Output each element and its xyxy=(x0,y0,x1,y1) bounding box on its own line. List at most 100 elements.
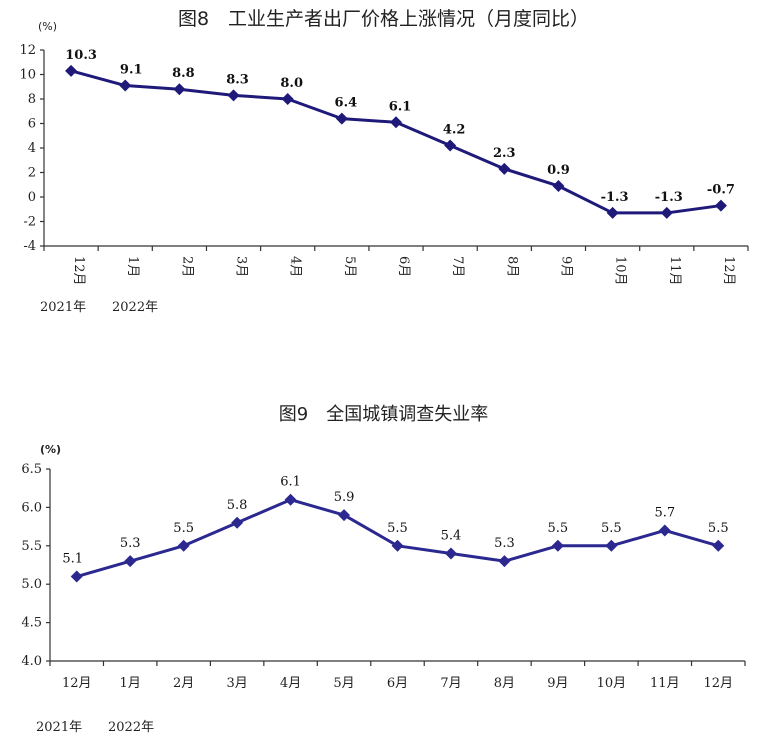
y-tick-label: 4 xyxy=(28,141,36,156)
data-label: 5.5 xyxy=(601,521,622,536)
x-tick-label: 11月 xyxy=(650,676,680,691)
y-tick-label: -4 xyxy=(23,239,36,254)
y-tick-label: 5.5 xyxy=(21,539,42,554)
data-label: 5.5 xyxy=(387,521,408,536)
data-label: 5.8 xyxy=(227,498,248,513)
x-tick-label: 9月 xyxy=(558,256,573,277)
y-tick-label: 6 xyxy=(28,117,36,132)
data-point xyxy=(390,116,402,129)
data-point xyxy=(712,539,725,552)
data-label: 6.4 xyxy=(335,96,358,111)
x-tick-label: 7月 xyxy=(440,676,461,691)
data-point xyxy=(177,539,190,552)
data-point xyxy=(281,93,294,105)
data-point xyxy=(119,79,132,92)
data-point xyxy=(660,206,673,219)
data-point xyxy=(606,206,619,219)
data-label: 0.9 xyxy=(547,163,570,178)
data-point xyxy=(391,539,404,552)
x-tick-label: 11月 xyxy=(667,256,682,286)
x-tick-label: 1月 xyxy=(125,256,140,277)
y-tick-label: 4.0 xyxy=(21,654,42,669)
data-label: 2.3 xyxy=(493,146,516,161)
x-tick-label: 2月 xyxy=(179,256,194,277)
data-point xyxy=(124,555,137,568)
x-tick-label: 12月 xyxy=(71,256,86,286)
year-label-2021: 2021年 xyxy=(36,720,82,735)
x-tick-label: 5月 xyxy=(333,676,354,691)
data-label: 5.7 xyxy=(654,505,675,520)
year-label-2022: 2022年 xyxy=(108,720,154,735)
x-tick-label: 3月 xyxy=(226,676,247,691)
x-tick-label: 4月 xyxy=(280,676,301,691)
data-label: 5.5 xyxy=(708,521,729,536)
data-label: 5.1 xyxy=(62,552,83,567)
y-tick-label: 4.5 xyxy=(21,616,42,631)
data-label: 5.5 xyxy=(173,521,194,536)
x-tick-label: 5月 xyxy=(342,256,357,277)
ppi-line-chart: 12 10 8 6 4 2 0 -2 -4 (%) 12月 1月 2月 3月 4月 5月 6月 7月 8月 9月 10月… xyxy=(19,20,749,315)
x-tick-label: 6月 xyxy=(387,676,408,691)
x-tick-label: 9月 xyxy=(547,676,568,691)
y-tick-label: 6.5 xyxy=(21,462,42,477)
x-tick-label: 3月 xyxy=(234,256,249,277)
x-tick-label: 10月 xyxy=(613,256,628,286)
y-unit-label: (%) xyxy=(40,443,61,456)
data-point xyxy=(498,555,511,568)
data-label: 5.4 xyxy=(441,528,462,543)
x-tick-label: 7月 xyxy=(450,256,465,277)
series-line xyxy=(76,498,719,578)
data-point xyxy=(65,64,78,77)
data-point xyxy=(658,524,671,537)
data-point xyxy=(231,516,244,529)
data-point xyxy=(444,547,457,560)
data-label: 9.1 xyxy=(120,63,143,78)
data-point xyxy=(444,139,457,152)
data-label: 4.2 xyxy=(443,123,466,138)
data-label: 8.3 xyxy=(226,72,249,87)
data-label: 8.0 xyxy=(280,76,303,91)
data-point xyxy=(173,83,186,96)
x-tick-label: 2月 xyxy=(173,676,194,691)
y-tick-label: 12 xyxy=(19,43,36,58)
data-label: 5.3 xyxy=(120,536,141,551)
y-unit-label: (%) xyxy=(38,20,57,33)
data-label: -0.7 xyxy=(707,183,735,198)
chart-title-unemployment: 图9 全国城镇调查失业率 xyxy=(278,404,489,425)
y-tick-label: -2 xyxy=(23,215,36,230)
x-tick-label: 4月 xyxy=(288,256,303,277)
data-point xyxy=(714,199,727,212)
year-label-2022: 2022年 xyxy=(112,300,158,315)
y-tick-label: 0 xyxy=(28,190,36,205)
x-tick-label: 8月 xyxy=(494,676,515,691)
data-point xyxy=(338,509,351,522)
x-tick-label: 12月 xyxy=(703,676,733,691)
data-point xyxy=(552,179,565,192)
y-tick-label: 10 xyxy=(19,68,36,83)
y-tick-label: 2 xyxy=(28,166,36,181)
x-tick-label: 1月 xyxy=(120,676,141,691)
data-label: 6.1 xyxy=(280,475,301,490)
data-label: -1.3 xyxy=(655,190,683,205)
data-label: 8.8 xyxy=(172,66,195,81)
x-tick-label: 10月 xyxy=(597,676,627,691)
data-point xyxy=(70,570,83,583)
data-label: 10.3 xyxy=(65,48,97,63)
data-label: 5.3 xyxy=(494,536,515,551)
x-tick-label: 12月 xyxy=(62,676,92,691)
x-tick-label: 8月 xyxy=(504,256,519,277)
data-label: 5.9 xyxy=(334,490,355,505)
y-tick-label: 6.0 xyxy=(21,500,42,515)
year-label-2021: 2021年 xyxy=(40,300,86,315)
data-point xyxy=(551,539,564,552)
data-label: 6.1 xyxy=(389,99,412,114)
data-point xyxy=(605,539,618,552)
data-point xyxy=(284,493,297,506)
x-tick-label: 6月 xyxy=(396,256,411,277)
y-tick-label: 5.0 xyxy=(21,577,42,592)
data-point xyxy=(498,162,511,175)
data-label: 5.5 xyxy=(548,521,569,536)
data-point xyxy=(335,112,348,125)
data-point xyxy=(227,89,240,102)
